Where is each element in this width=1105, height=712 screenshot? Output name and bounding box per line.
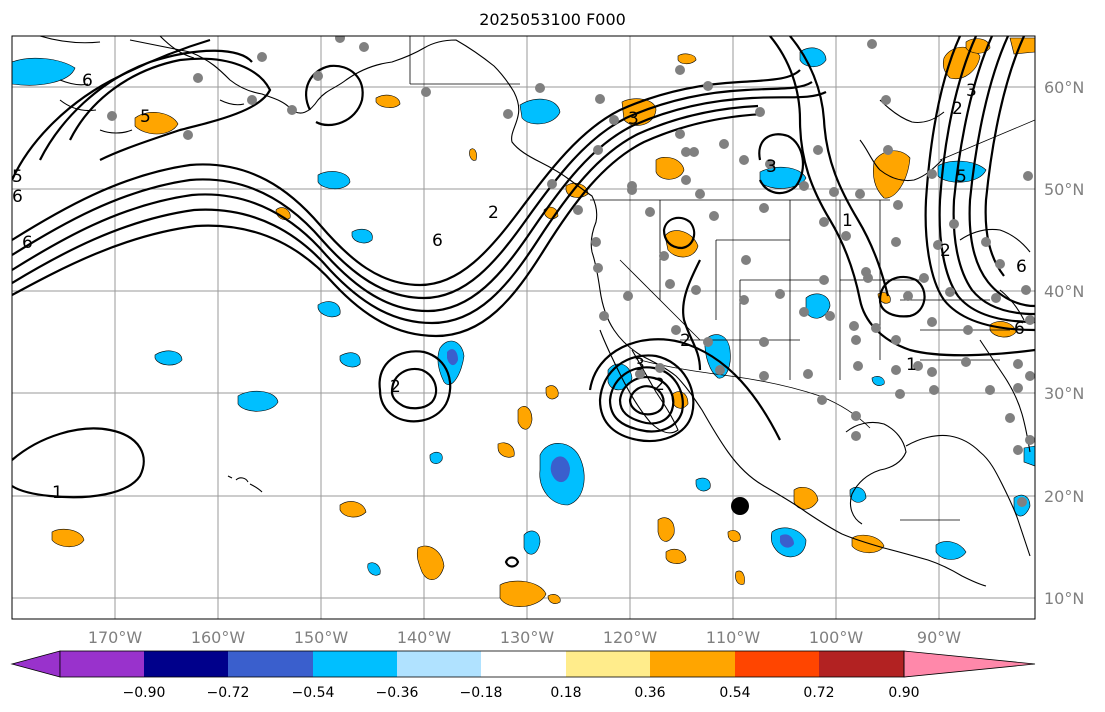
contour-label: 6 <box>22 233 33 253</box>
contour-label: 3 <box>766 157 777 177</box>
lon-label: 170°W <box>88 628 143 647</box>
contour-label: 1 <box>52 483 63 503</box>
latitude-labels: 60°N 50°N 40°N 30°N 20°N 10°N <box>1044 78 1084 608</box>
colorbar-tick-label: 0.54 <box>719 685 750 701</box>
contour-label: 6 <box>12 187 23 207</box>
graticule <box>12 36 1035 619</box>
lat-label: 10°N <box>1044 589 1084 608</box>
station-markers <box>107 36 1035 507</box>
lon-label: 160°W <box>191 628 246 647</box>
colorbar-swatch <box>819 651 904 677</box>
lat-label: 30°N <box>1044 384 1084 403</box>
colorbar-tick-label: −0.54 <box>292 685 335 701</box>
colorbar-swatch <box>735 651 819 677</box>
contour-label: 2 <box>654 375 665 395</box>
map-frame <box>11 35 1036 620</box>
contour-label: 6 <box>432 231 443 251</box>
lat-label: 40°N <box>1044 282 1084 301</box>
longitude-labels: 170°W 160°W 150°W 140°W 130°W 120°W 110°… <box>88 628 961 647</box>
colorbar-swatch <box>397 651 481 677</box>
contour-label: 2 <box>488 203 499 223</box>
contour-label: 3 <box>634 355 645 375</box>
contour-label: 1 <box>842 211 853 231</box>
contour-label: 6 <box>1014 319 1025 339</box>
colorbar-tick-label: 0.72 <box>803 685 834 701</box>
colorbar-tick-label: 0.90 <box>888 685 919 701</box>
contour-label: 1 <box>906 355 917 375</box>
shaded-field <box>12 37 1035 607</box>
colorbar-swatch <box>228 651 313 677</box>
lon-label: 150°W <box>294 628 349 647</box>
contour-label: 2 <box>390 377 401 397</box>
contour-label: 5 <box>12 167 23 187</box>
colorbar: −0.90 −0.72 −0.54 −0.36 −0.18 0.18 0.36 … <box>10 650 1036 701</box>
colorbar-tick-label: 0.36 <box>634 685 665 701</box>
contour-labels: 6 5 6 6 5 6 2 3 2 1 2 3 1 6 5 3 2 6 2 3 … <box>12 71 1027 503</box>
contour-label: 5 <box>140 107 151 127</box>
lat-label: 20°N <box>1044 487 1084 506</box>
contour-label: 3 <box>628 109 639 129</box>
colorbar-swatch <box>481 651 566 677</box>
colorbar-swatch <box>650 651 735 677</box>
contour-label: 2 <box>680 331 691 351</box>
contour-label: 2 <box>952 99 963 119</box>
contour-label: 5 <box>956 167 967 187</box>
lon-label: 120°W <box>603 628 658 647</box>
contour-label: 3 <box>966 81 977 101</box>
colorbar-extend-high <box>903 650 1036 678</box>
contour-lines <box>12 36 1035 568</box>
colorbar-tick-label: −0.36 <box>376 685 419 701</box>
lat-label: 50°N <box>1044 180 1084 199</box>
lon-label: 130°W <box>500 628 555 647</box>
map-title: 2025053100 F000 <box>479 10 626 29</box>
contour-label: 6 <box>82 71 93 91</box>
colorbar-tick-label: −0.72 <box>207 685 250 701</box>
contour-label: 6 <box>1016 257 1027 277</box>
map-area <box>12 36 1035 619</box>
lat-label: 60°N <box>1044 78 1084 97</box>
colorbar-tick-label: −0.90 <box>123 685 166 701</box>
lon-label: 110°W <box>706 628 761 647</box>
colorbar-swatch <box>60 651 144 677</box>
colorbar-tick-label: 0.18 <box>550 685 581 701</box>
political-borders <box>409 36 1035 521</box>
colorbar-swatch <box>144 651 228 677</box>
colorbar-swatch <box>313 651 397 677</box>
lon-label: 100°W <box>809 628 864 647</box>
colorbar-tick-label: −0.18 <box>460 685 503 701</box>
lon-label: 140°W <box>397 628 452 647</box>
marked-location-dot <box>731 497 749 515</box>
contour-label: 2 <box>940 241 951 261</box>
lon-label: 90°W <box>917 628 961 647</box>
colorbar-swatch <box>566 651 650 677</box>
colorbar-extend-low <box>10 650 61 678</box>
